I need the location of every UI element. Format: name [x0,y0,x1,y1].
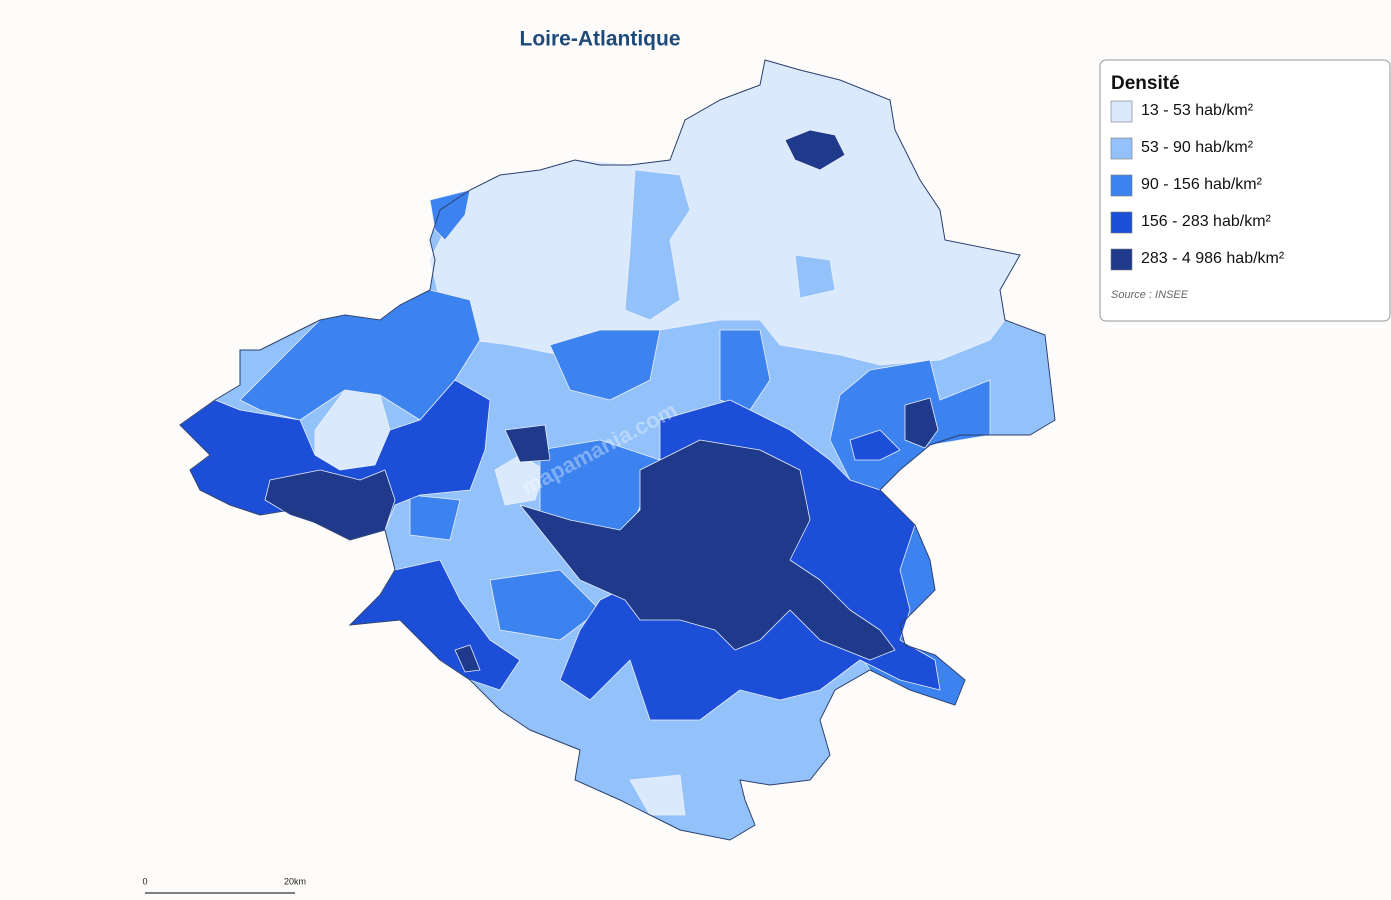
scale-bar: 0 20km [142,876,306,894]
scale-end: 20km [284,876,306,886]
region [624,169,691,321]
legend-label: 53 - 90 hab/km² [1141,139,1254,156]
region [849,429,901,461]
legend-swatch [1110,211,1133,234]
region [454,644,481,673]
region [429,59,1021,366]
department-outline [179,59,1056,841]
region [489,569,601,641]
region [409,494,461,541]
region [904,397,939,449]
region [794,254,836,299]
legend-label: 156 - 283 hab/km² [1141,213,1272,230]
legend-swatch [1110,137,1133,160]
region [504,424,551,463]
legend-label: 13 - 53 hab/km² [1141,102,1254,119]
legend-swatch [1110,248,1133,271]
legend-title: Densité [1111,73,1180,94]
legend-swatch [1110,174,1133,197]
region [629,774,686,816]
scale-start: 0 [142,876,147,886]
legend-box [1099,59,1391,322]
region [784,129,846,171]
region [549,329,661,401]
legend: Densité Source : INSEE 13 - 53 hab/km² 53… [1099,59,1391,322]
region [429,189,471,241]
map-title: Loire-Atlantique [520,28,681,51]
region [519,439,896,661]
legend-label: 90 - 156 hab/km² [1141,176,1263,193]
legend-label: 283 - 4 986 hab/km² [1141,250,1285,267]
legend-source: Source : INSEE [1111,289,1189,301]
region [719,329,771,411]
legend-swatch [1110,100,1133,123]
map [179,59,1056,841]
